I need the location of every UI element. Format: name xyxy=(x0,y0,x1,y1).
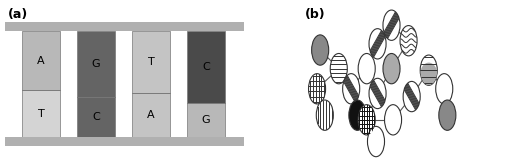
Ellipse shape xyxy=(316,100,333,130)
Text: A: A xyxy=(37,56,45,66)
Ellipse shape xyxy=(308,74,326,104)
Ellipse shape xyxy=(439,100,456,130)
Bar xyxy=(187,103,225,137)
Text: (b): (b) xyxy=(305,8,326,21)
Text: G: G xyxy=(202,115,211,125)
Ellipse shape xyxy=(369,78,386,109)
Ellipse shape xyxy=(403,81,420,112)
Ellipse shape xyxy=(420,55,437,85)
Text: T: T xyxy=(38,109,44,119)
Bar xyxy=(77,31,115,97)
Bar xyxy=(132,31,170,93)
Bar xyxy=(22,90,60,137)
Bar xyxy=(5,137,244,146)
Text: C: C xyxy=(202,62,210,72)
Ellipse shape xyxy=(400,26,417,56)
Ellipse shape xyxy=(330,53,347,84)
Bar xyxy=(77,97,115,137)
Ellipse shape xyxy=(420,63,437,85)
Ellipse shape xyxy=(358,105,375,135)
Ellipse shape xyxy=(436,74,453,104)
Text: G: G xyxy=(92,59,100,69)
Ellipse shape xyxy=(343,74,360,104)
Ellipse shape xyxy=(383,53,400,84)
Ellipse shape xyxy=(383,10,400,40)
Text: (a): (a) xyxy=(8,8,28,21)
Text: T: T xyxy=(148,57,154,67)
Ellipse shape xyxy=(349,100,366,130)
Bar xyxy=(132,93,170,137)
Text: C: C xyxy=(92,112,100,122)
Ellipse shape xyxy=(369,29,386,59)
Text: A: A xyxy=(147,110,155,120)
Ellipse shape xyxy=(368,126,384,157)
Bar xyxy=(187,31,225,103)
Ellipse shape xyxy=(311,35,329,65)
Ellipse shape xyxy=(358,53,375,84)
Bar xyxy=(5,22,244,31)
Bar xyxy=(22,31,60,90)
Ellipse shape xyxy=(384,105,401,135)
